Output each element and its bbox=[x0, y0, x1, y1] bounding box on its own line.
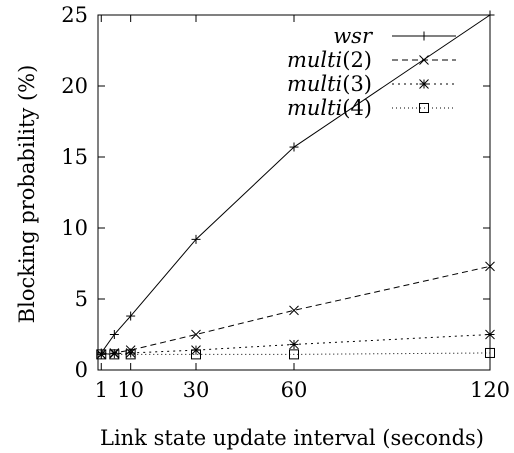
y-tick-label: 0 bbox=[75, 358, 88, 382]
data-point-series-1 bbox=[191, 234, 201, 244]
data-point-series-3 bbox=[96, 349, 107, 360]
data-point-series-1 bbox=[485, 10, 495, 20]
legend-marker-1 bbox=[419, 31, 429, 41]
legend-label-3: multi(3) bbox=[287, 72, 372, 96]
series-line-4 bbox=[101, 352, 491, 355]
data-point-series-4 bbox=[109, 349, 120, 360]
y-tick-label: 20 bbox=[61, 74, 88, 98]
legend-marker-4 bbox=[419, 103, 429, 113]
y-tick-label: 15 bbox=[61, 145, 88, 169]
series-markers bbox=[96, 10, 495, 360]
x-tick-label: 30 bbox=[183, 378, 210, 402]
data-point-series-4 bbox=[191, 349, 201, 360]
y-tick-label: 5 bbox=[75, 287, 88, 311]
data-point-series-1 bbox=[289, 142, 299, 152]
data-point-series-4 bbox=[96, 349, 107, 360]
y-axis-ticks: 0 5 10 15 20 25 bbox=[61, 3, 490, 382]
x-tick-label: 1 bbox=[95, 378, 108, 402]
data-point-series-4 bbox=[485, 347, 495, 358]
data-point-series-3 bbox=[109, 348, 120, 359]
data-point-series-1 bbox=[126, 311, 136, 321]
x-axis-ticks: 1 10 30 60 120 bbox=[95, 15, 510, 402]
y-tick-label: 10 bbox=[61, 216, 88, 240]
data-point-series-2 bbox=[191, 329, 201, 340]
data-point-series-4 bbox=[289, 349, 299, 360]
series-line-2 bbox=[101, 265, 491, 355]
legend-label-2: multi(2) bbox=[287, 48, 372, 72]
data-point-series-4 bbox=[125, 349, 136, 360]
legend-marker-3 bbox=[419, 79, 429, 89]
y-tick-label: 25 bbox=[61, 3, 88, 27]
data-point-series-2 bbox=[485, 261, 495, 272]
data-point-series-3 bbox=[485, 329, 495, 340]
x-tick-label: 60 bbox=[281, 378, 308, 402]
y-axis-label: Blocking probability (%) bbox=[15, 65, 39, 324]
legend-label-4: multi(4) bbox=[287, 96, 372, 120]
x-axis-label: Link state update interval (seconds) bbox=[100, 426, 484, 450]
legend-marker-2 bbox=[419, 55, 429, 65]
legend-label-1: wsr bbox=[333, 24, 374, 48]
x-tick-label: 10 bbox=[117, 378, 144, 402]
data-point-series-2 bbox=[289, 305, 299, 316]
series-line-1 bbox=[100, 14, 491, 354]
data-point-series-1 bbox=[109, 330, 119, 339]
x-tick-label: 120 bbox=[470, 378, 510, 402]
data-point-series-3 bbox=[289, 339, 299, 350]
